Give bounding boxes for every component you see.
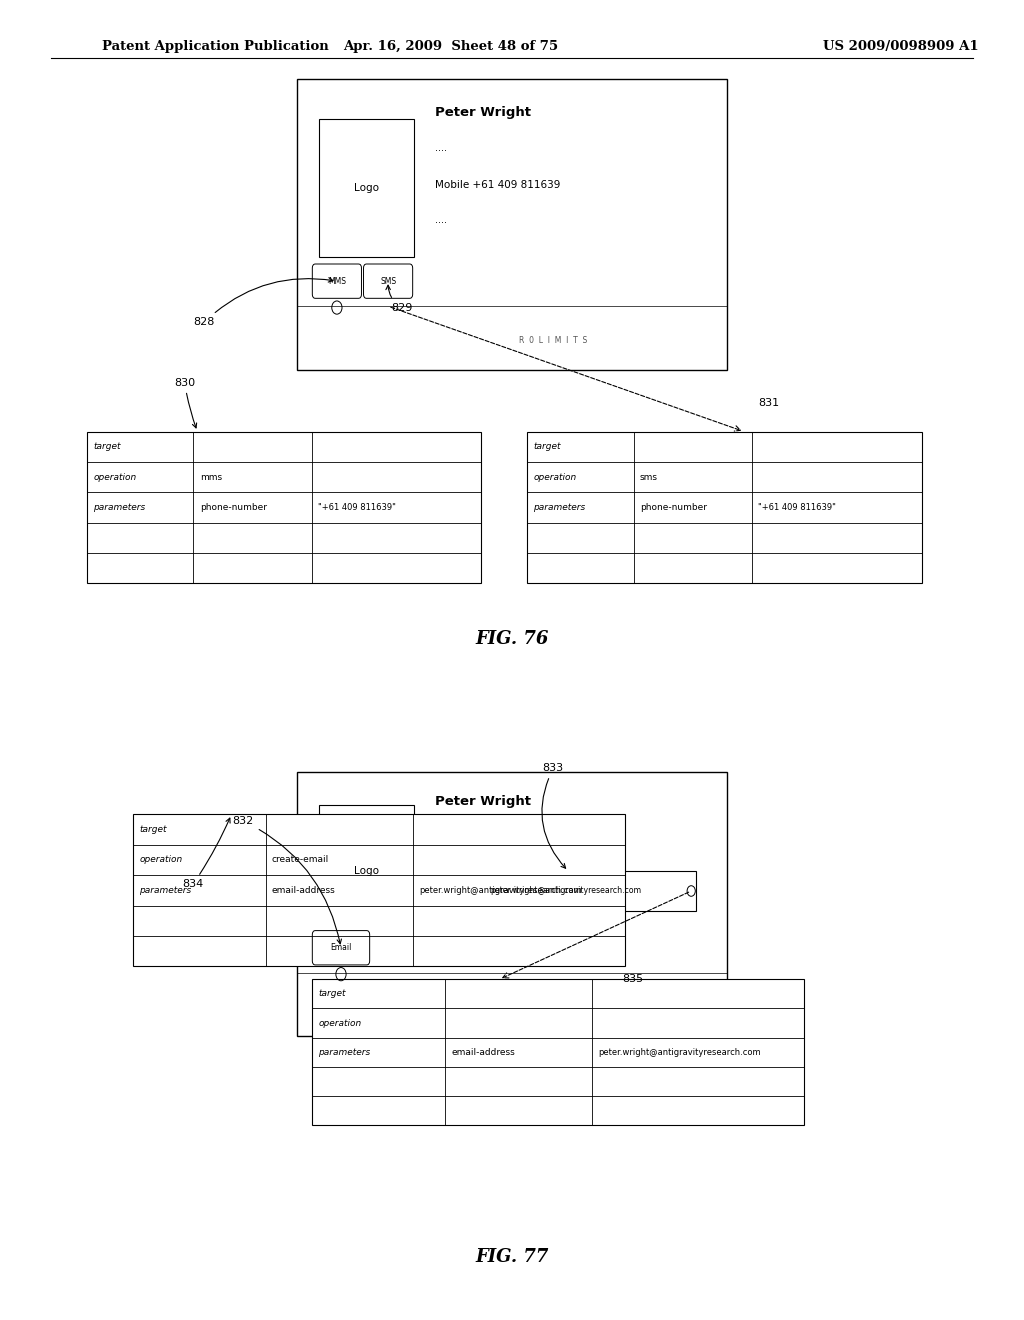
Text: operation: operation	[534, 473, 577, 482]
Text: sms: sms	[640, 473, 658, 482]
Text: Email: Email	[331, 944, 351, 952]
Text: 832: 832	[232, 816, 341, 944]
Text: create-email: create-email	[272, 855, 330, 865]
Text: Logo: Logo	[354, 866, 379, 876]
Text: SMS: SMS	[380, 277, 396, 285]
Text: Apr. 16, 2009  Sheet 48 of 75: Apr. 16, 2009 Sheet 48 of 75	[343, 40, 558, 53]
Text: Mobile +61 409 811639: Mobile +61 409 811639	[435, 180, 560, 190]
FancyBboxPatch shape	[364, 264, 413, 298]
Bar	[297, 772, 727, 1036]
Text: Patent Application Publication: Patent Application Publication	[102, 40, 329, 53]
Text: R  0  L  I  M  I  T  S: R 0 L I M I T S	[519, 337, 587, 345]
Text: "+61 409 811639": "+61 409 811639"	[758, 503, 836, 512]
Text: operation: operation	[93, 473, 136, 482]
Text: operation: operation	[139, 855, 182, 865]
Text: parameters: parameters	[534, 503, 586, 512]
FancyBboxPatch shape	[312, 931, 370, 965]
Text: phone-number: phone-number	[200, 503, 266, 512]
Text: US 2009/0098909 A1: US 2009/0098909 A1	[823, 40, 979, 53]
Text: target: target	[534, 442, 561, 451]
Text: mms: mms	[200, 473, 222, 482]
Text: 828: 828	[194, 277, 333, 327]
Bar	[297, 79, 727, 370]
Text: ....: ....	[435, 143, 447, 153]
Text: FIG. 77: FIG. 77	[475, 1247, 549, 1266]
Text: R  0  ...  L  I  M  I  T  S: R 0 ... L I M I T S	[513, 1003, 593, 1011]
Text: email-address: email-address	[272, 886, 336, 895]
Text: 834: 834	[182, 818, 230, 890]
Text: 835: 835	[623, 974, 644, 985]
Text: Peter Wright: Peter Wright	[435, 795, 531, 808]
FancyBboxPatch shape	[312, 264, 361, 298]
Bar	[527, 432, 922, 583]
Text: Logo: Logo	[354, 183, 379, 193]
Text: target: target	[93, 442, 121, 451]
Text: peter.wright@antigravityresearch.com: peter.wright@antigravityresearch.com	[490, 887, 641, 895]
Text: operation: operation	[318, 1019, 361, 1027]
Text: email-address: email-address	[452, 1048, 515, 1056]
Text: peter.wright@antigravityresearch.com: peter.wright@antigravityresearch.com	[599, 1048, 761, 1056]
Text: parameters: parameters	[93, 503, 145, 512]
Bar	[319, 805, 414, 937]
Bar	[133, 814, 625, 966]
Text: 830: 830	[174, 378, 197, 428]
Text: "+61 409 811639": "+61 409 811639"	[317, 503, 395, 512]
Text: MMS: MMS	[328, 277, 346, 285]
Text: parameters: parameters	[318, 1048, 371, 1056]
Bar	[87, 432, 481, 583]
Text: Peter Wright: Peter Wright	[435, 106, 531, 119]
Text: ....: ....	[435, 215, 447, 226]
Text: 831: 831	[758, 397, 779, 408]
Text: phone-number: phone-number	[640, 503, 707, 512]
Bar	[312, 979, 804, 1125]
Text: ...: ...	[435, 833, 444, 843]
Text: FIG. 76: FIG. 76	[475, 630, 549, 648]
Text: target: target	[139, 825, 167, 834]
Bar	[435, 871, 696, 911]
Text: target: target	[318, 990, 346, 998]
Bar	[319, 119, 414, 257]
Text: parameters: parameters	[139, 886, 191, 895]
Text: peter.wright@antigravityresearch.com: peter.wright@antigravityresearch.com	[420, 886, 582, 895]
Text: 833: 833	[542, 763, 565, 869]
Text: 829: 829	[386, 285, 413, 313]
